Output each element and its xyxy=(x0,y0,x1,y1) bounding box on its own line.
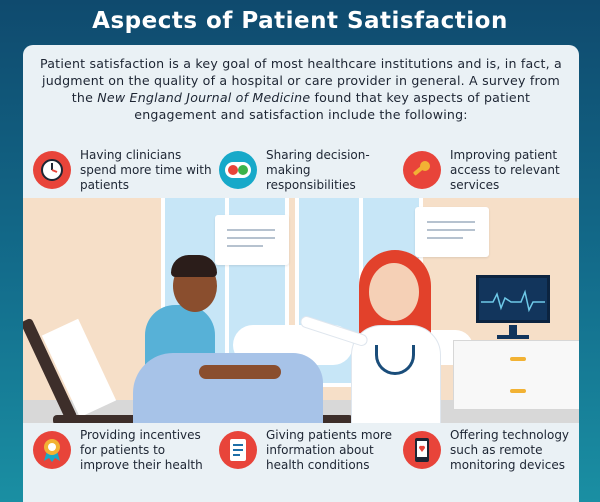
intro-paragraph: Patient satisfaction is a key goal of mo… xyxy=(33,55,569,123)
key-icon xyxy=(403,151,441,189)
content-card: Patient satisfaction is a key goal of mo… xyxy=(23,45,579,502)
speech-bubble-doctor xyxy=(415,207,489,257)
hospital-room-illustration xyxy=(23,175,579,470)
patient-arm xyxy=(199,365,281,379)
bottom-aspects-row: Providing incentives for patients to imp… xyxy=(23,423,579,502)
bedside-cabinet xyxy=(453,340,579,410)
aspect-shared-decisions: Sharing decision-making responsibilities xyxy=(219,148,395,196)
stethoscope-icon xyxy=(375,345,415,375)
heartbeat-line-icon xyxy=(481,289,545,313)
award-ribbon-icon xyxy=(33,431,71,469)
heart-monitor xyxy=(476,275,550,323)
document-icon xyxy=(219,431,257,469)
speech-bubble-patient xyxy=(215,215,289,265)
top-aspects-row: Having clinicians spend more time with p… xyxy=(23,140,579,198)
aspect-incentives: Providing incentives for patients to imp… xyxy=(33,428,209,476)
toggle-icon xyxy=(219,151,257,189)
aspect-remote-monitoring: Offering technology such as remote monit… xyxy=(403,428,579,476)
intro-text-part2: found that key aspects of patient engage… xyxy=(134,90,531,122)
aspect-clinician-time: Having clinicians spend more time with p… xyxy=(33,148,212,196)
clock-icon xyxy=(33,151,71,189)
journal-name: New England Journal of Medicine xyxy=(97,90,311,105)
patient-hair xyxy=(171,255,217,277)
smartphone-icon xyxy=(403,431,441,469)
page-title: Aspects of Patient Satisfaction xyxy=(92,8,508,34)
aspect-health-information: Giving patients more information about h… xyxy=(219,428,395,476)
intro-text-part1: Patient satisfaction is a key goal of mo… xyxy=(40,56,562,105)
doctor-face xyxy=(369,263,419,321)
aspect-service-access: Improving patient access to relevant ser… xyxy=(403,148,579,196)
